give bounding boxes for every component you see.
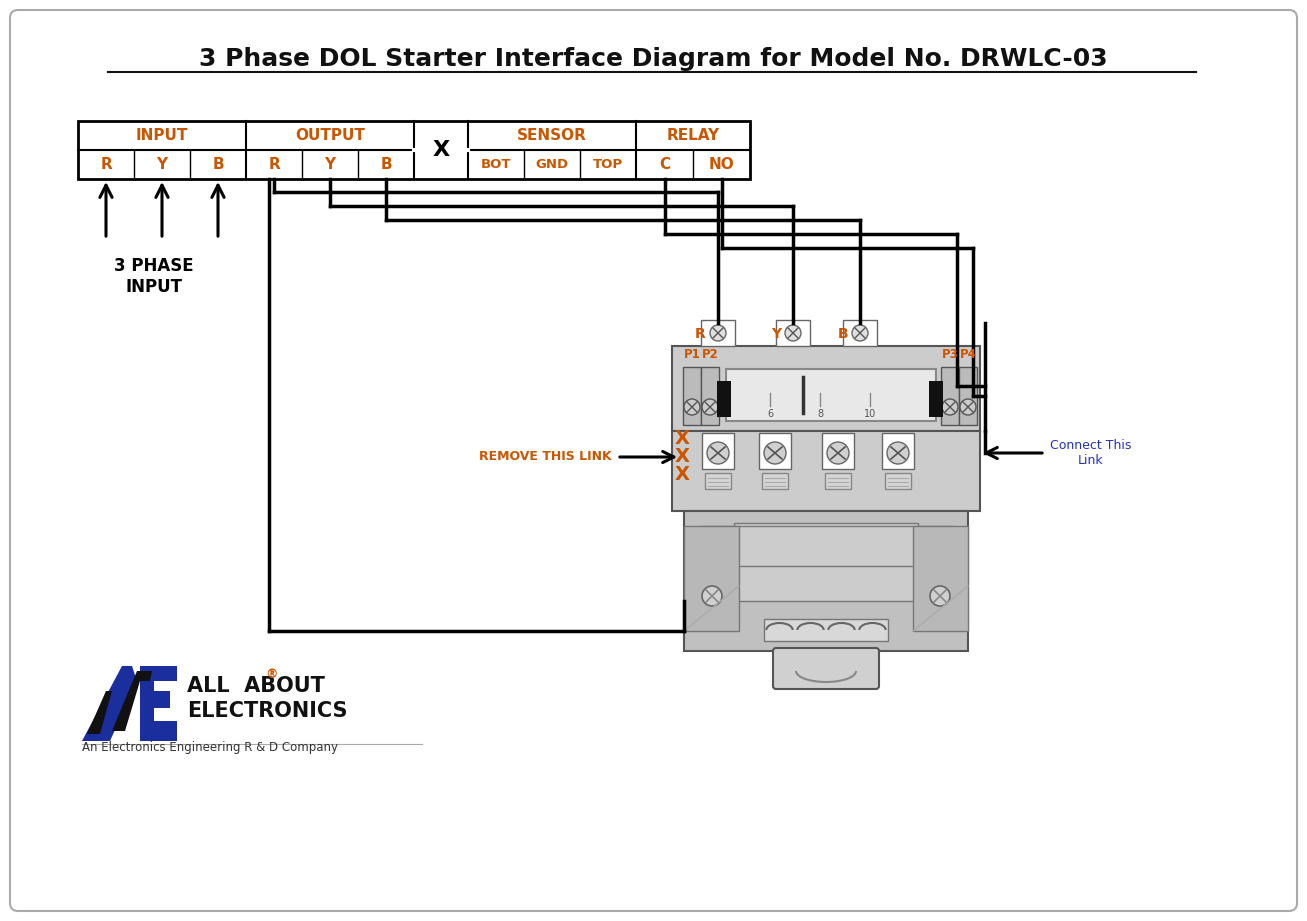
Text: 3 Phase DOL Starter Interface Diagram for Model No. DRWLC-03: 3 Phase DOL Starter Interface Diagram fo… [199, 47, 1107, 71]
Text: B: B [838, 327, 848, 341]
Bar [672, 431, 980, 511]
Text: Y: Y [324, 157, 336, 172]
Bar [776, 320, 810, 346]
Bar [959, 367, 978, 425]
Text: An Electronics Engineering R & D Company: An Electronics Engineering R & D Company [82, 741, 339, 754]
Text: X: X [674, 465, 690, 484]
Circle shape [786, 325, 801, 341]
Text: 8: 8 [817, 409, 823, 419]
Text: B: B [212, 157, 223, 172]
Polygon shape [684, 526, 738, 631]
Bar [701, 367, 719, 425]
Text: X: X [674, 429, 690, 449]
Circle shape [702, 399, 718, 415]
Bar [735, 523, 918, 601]
Text: ®: ® [265, 668, 277, 681]
Circle shape [684, 399, 701, 415]
Text: ALL  ABOUT: ALL ABOUT [187, 676, 325, 696]
Bar [672, 346, 980, 431]
Bar [825, 473, 851, 489]
Circle shape [961, 399, 976, 415]
Polygon shape [914, 526, 968, 631]
Polygon shape [88, 691, 112, 734]
Circle shape [827, 442, 850, 464]
Bar [701, 320, 735, 346]
Text: REMOVE THIS LINK: REMOVE THIS LINK [480, 450, 612, 463]
Bar [725, 369, 936, 421]
Bar [762, 473, 788, 489]
Text: X: X [674, 448, 690, 467]
Bar [941, 367, 959, 425]
FancyBboxPatch shape [10, 10, 1297, 911]
Bar [822, 433, 853, 469]
Text: INPUT: INPUT [136, 128, 188, 143]
Bar [704, 473, 731, 489]
Bar [699, 526, 953, 566]
Text: R: R [268, 157, 280, 172]
Text: C: C [659, 157, 670, 172]
Polygon shape [82, 666, 137, 741]
Text: X: X [433, 140, 450, 160]
Bar [885, 473, 911, 489]
Text: GND: GND [536, 158, 569, 171]
FancyBboxPatch shape [772, 648, 880, 689]
Text: B: B [380, 157, 392, 172]
Bar [929, 381, 942, 417]
Circle shape [710, 325, 725, 341]
Circle shape [702, 586, 721, 606]
Text: SENSOR: SENSOR [518, 128, 587, 143]
Bar [759, 433, 791, 469]
Text: 10: 10 [864, 409, 876, 419]
Text: R: R [101, 157, 112, 172]
Bar [843, 320, 877, 346]
Bar [684, 367, 701, 425]
Bar [684, 511, 968, 651]
Text: R: R [695, 327, 706, 341]
Text: P4: P4 [959, 348, 976, 361]
Circle shape [707, 442, 729, 464]
Text: ELECTRONICS: ELECTRONICS [187, 701, 348, 721]
Bar [78, 121, 750, 179]
Circle shape [887, 442, 908, 464]
Polygon shape [112, 671, 152, 731]
Bar [882, 433, 914, 469]
Text: RELAY: RELAY [667, 128, 720, 143]
Text: Y: Y [157, 157, 167, 172]
Text: BOT: BOT [481, 158, 511, 171]
Circle shape [852, 325, 868, 341]
Text: P3: P3 [941, 348, 958, 361]
Circle shape [931, 586, 950, 606]
Bar [765, 619, 887, 641]
Text: 6: 6 [767, 409, 772, 419]
Text: 3 PHASE
INPUT: 3 PHASE INPUT [114, 257, 193, 296]
Text: Y: Y [771, 327, 782, 341]
Text: OUTPUT: OUTPUT [295, 128, 365, 143]
Text: Connect This
Link: Connect This Link [1050, 439, 1132, 467]
Bar [702, 433, 735, 469]
Text: NO: NO [708, 157, 735, 172]
Circle shape [765, 442, 786, 464]
Bar [718, 381, 731, 417]
Text: TOP: TOP [593, 158, 623, 171]
Text: P1: P1 [684, 348, 701, 361]
Text: P2: P2 [702, 348, 719, 361]
Polygon shape [140, 666, 176, 741]
Circle shape [942, 399, 958, 415]
